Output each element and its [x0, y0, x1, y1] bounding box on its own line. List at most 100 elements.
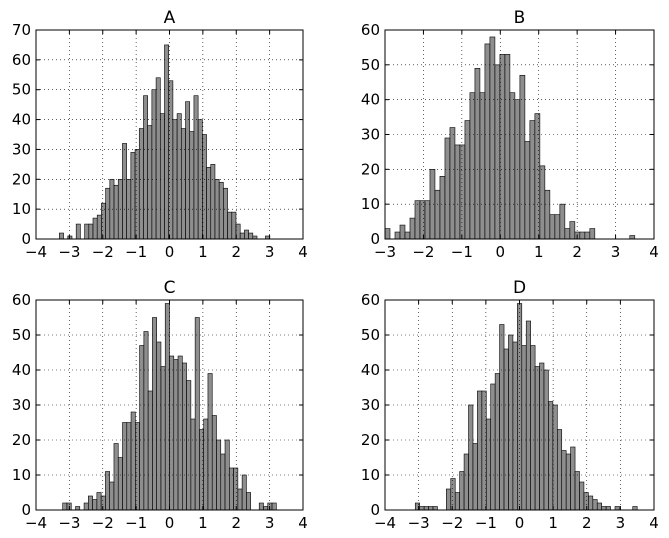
x-tick-label: −3	[374, 243, 396, 261]
bar	[203, 418, 209, 511]
bar	[539, 362, 545, 511]
bar	[258, 502, 264, 511]
bar	[614, 506, 620, 511]
bar	[214, 178, 220, 240]
y-tick-label: 60	[12, 291, 31, 309]
y-tick-label: 20	[361, 160, 380, 178]
bar	[409, 217, 416, 240]
bar	[524, 141, 531, 240]
bar	[592, 499, 598, 511]
bar	[211, 415, 217, 511]
x-tick-label: 2	[231, 514, 241, 532]
x-tick-label: 4	[298, 243, 308, 261]
bar	[434, 189, 441, 240]
bar	[463, 453, 469, 511]
x-tick-label: 1	[198, 514, 208, 532]
bar	[583, 492, 589, 511]
bar	[384, 228, 391, 240]
x-tick-label: 0	[496, 243, 506, 261]
x-tick-label: 1	[534, 243, 544, 261]
x-tick-label: −4	[25, 514, 47, 532]
bar	[194, 317, 200, 511]
x-tick-label: −1	[125, 243, 147, 261]
bar	[237, 488, 243, 511]
x-tick-label: −2	[92, 514, 114, 532]
bar	[565, 453, 571, 511]
x-tick-label: −1	[475, 514, 497, 532]
bar	[186, 380, 192, 511]
bar	[190, 418, 196, 511]
bar	[130, 411, 136, 511]
bar	[534, 366, 540, 511]
y-tick-label: 40	[361, 361, 380, 379]
y-tick-label: 50	[361, 56, 380, 74]
y-tick-label: 20	[361, 431, 380, 449]
bar	[512, 341, 518, 511]
bar	[503, 348, 509, 511]
bar	[504, 54, 511, 240]
bar	[88, 495, 93, 511]
y-tick-label: 40	[12, 361, 31, 379]
bar	[271, 502, 277, 511]
bar	[231, 211, 237, 240]
bar	[564, 228, 571, 240]
y-tick-label: 10	[361, 466, 380, 484]
bar	[429, 169, 436, 240]
chart-title: C	[164, 278, 176, 298]
bar	[525, 320, 531, 511]
bar	[156, 341, 162, 511]
bar	[494, 64, 501, 240]
x-tick-label: 2	[572, 243, 582, 261]
bar	[543, 369, 549, 511]
bar	[419, 506, 425, 511]
bar	[92, 217, 98, 240]
bar	[570, 446, 576, 511]
bar	[177, 355, 183, 511]
bar	[152, 317, 157, 511]
x-tick-label: −2	[92, 243, 114, 261]
chart-title: A	[164, 8, 176, 28]
y-tick-label: 70	[12, 21, 31, 39]
bar	[489, 36, 496, 240]
x-tick-label: 3	[611, 243, 621, 261]
bar	[479, 92, 486, 240]
bar	[130, 152, 136, 240]
bar	[439, 176, 446, 240]
y-tick-label: 30	[12, 396, 31, 414]
bar	[248, 232, 254, 240]
x-tick-label: 0	[165, 514, 175, 532]
x-tick-label: −3	[408, 514, 430, 532]
y-tick-label: 0	[21, 230, 31, 248]
bar	[210, 164, 216, 240]
bar	[556, 429, 563, 511]
bar	[454, 492, 460, 511]
bar	[554, 214, 561, 240]
bar	[579, 481, 585, 511]
x-tick-label: 4	[649, 243, 659, 261]
bar	[109, 481, 115, 511]
bar	[450, 478, 456, 511]
bar	[454, 144, 461, 240]
bar	[218, 181, 224, 240]
y-tick-label: 50	[361, 326, 380, 344]
chart-title: B	[514, 8, 526, 28]
x-tick-label: −4	[25, 243, 47, 261]
bar	[134, 149, 140, 240]
bar	[446, 488, 452, 511]
bar	[605, 506, 611, 511]
axes-frame	[35, 299, 304, 511]
bar	[223, 187, 228, 240]
bar	[96, 492, 102, 511]
bar	[160, 366, 166, 511]
axes-frame	[35, 29, 304, 240]
bar	[494, 373, 500, 511]
y-tick-label: 20	[12, 431, 31, 449]
bar	[164, 44, 169, 240]
x-tick-label: 1	[548, 514, 558, 532]
bar	[185, 101, 191, 240]
bar	[399, 224, 406, 240]
x-tick-label: 0	[165, 243, 175, 261]
bar	[579, 231, 586, 240]
bar	[96, 214, 102, 240]
x-tick-label: 2	[231, 243, 241, 261]
